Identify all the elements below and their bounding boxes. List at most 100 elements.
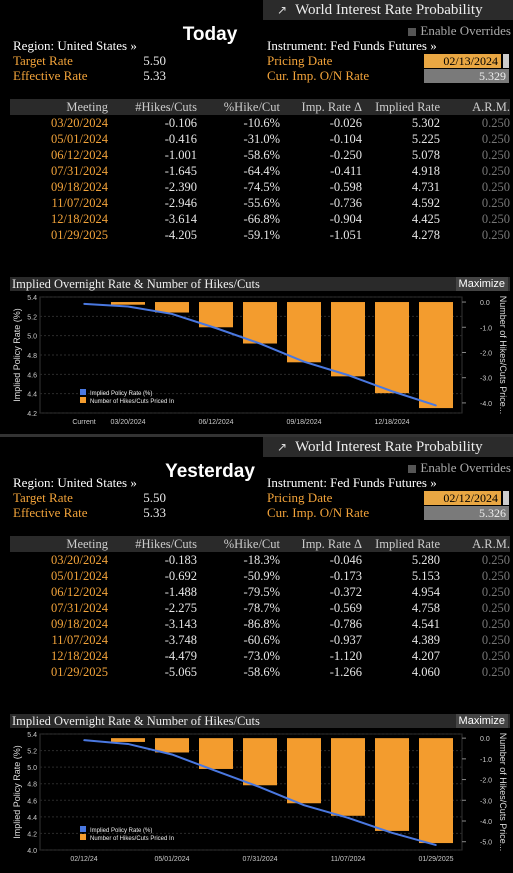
enable-overrides-checkbox[interactable]: Enable Overrides (408, 460, 511, 476)
table-cell: 03/20/2024 (51, 552, 108, 567)
table-row[interactable]: 09/18/2024 -2.390 -74.5% -0.598 4.731 0.250 (10, 179, 510, 195)
table-cell: -0.416 (164, 131, 197, 146)
y-tick-right: -2.0 (480, 778, 492, 785)
column-header[interactable]: Implied Rate (362, 536, 440, 552)
y-tick-left: 4.4 (27, 392, 37, 399)
line-point (435, 844, 437, 846)
y-tick-left: 4.4 (27, 815, 37, 822)
table-cell: -0.250 (329, 147, 362, 162)
table-cell: 0.250 (481, 664, 510, 679)
table-cell: -1.051 (329, 227, 362, 242)
x-tick-label: 06/12/2024 (198, 419, 233, 426)
y-tick-left: 5.4 (27, 295, 37, 302)
column-header[interactable]: Implied Rate (362, 99, 440, 115)
column-header[interactable]: Imp. Rate Δ (280, 536, 362, 552)
bar-mark (331, 738, 365, 816)
meetings-table: Meeting #Hikes/Cuts %Hike/Cut Imp. Rate Δ Im… (10, 99, 510, 243)
date-spinner-icon[interactable] (503, 54, 509, 68)
table-row[interactable]: 11/07/2024 -2.946 -55.6% -0.736 4.592 0.250 (10, 195, 510, 211)
table-row[interactable]: 11/07/2024 -3.748 -60.6% -0.937 4.389 0.250 (10, 632, 510, 648)
table-row[interactable]: 05/01/2024 -0.416 -31.0% -0.104 5.225 0.250 (10, 131, 510, 147)
pricing-date-input[interactable]: 02/13/2024 (424, 54, 509, 68)
checkbox-icon[interactable] (408, 465, 417, 474)
table-cell: 0.250 (481, 568, 510, 583)
column-header[interactable]: Meeting (10, 99, 108, 115)
window-titlebar[interactable]: ↗ World Interest Rate Probability (263, 437, 513, 457)
y-tick-left: 4.0 (27, 848, 37, 855)
table-cell: -0.026 (329, 115, 362, 130)
window-title: World Interest Rate Probability (295, 2, 483, 18)
table-row[interactable]: 03/20/2024 -0.183 -18.3% -0.046 5.280 0.250 (10, 552, 510, 568)
window-titlebar[interactable]: ↗ World Interest Rate Probability (263, 0, 513, 20)
table-row[interactable]: 07/31/2024 -1.645 -64.4% -0.411 4.918 0.250 (10, 163, 510, 179)
column-header[interactable]: %Hike/Cut (197, 99, 280, 115)
on-rate-value: 5.329 (424, 69, 509, 83)
y-tick-right: -2.0 (480, 350, 492, 357)
x-tick-label: 09/18/2024 (286, 419, 321, 426)
table-row[interactable]: 01/29/2025 -5.065 -58.6% -1.266 4.060 0.250 (10, 664, 510, 680)
y-tick-right: -4.0 (480, 401, 492, 408)
table-row[interactable]: 01/29/2025 -4.205 -59.1% -1.051 4.278 0.250 (10, 227, 510, 243)
instrument-selector[interactable]: Instrument: Fed Funds Futures » (267, 475, 437, 490)
table-cell: -2.390 (164, 179, 197, 194)
column-header[interactable]: #Hikes/Cuts (108, 99, 197, 115)
table-cell: -0.904 (329, 211, 362, 226)
y-tick-left: 4.8 (27, 782, 37, 789)
table-cell: 0.250 (481, 147, 510, 162)
column-header[interactable]: A.R.M. (440, 99, 510, 115)
day-label: Today (182, 24, 238, 45)
table-row[interactable]: 12/18/2024 -3.614 -66.8% -0.904 4.425 0.250 (10, 211, 510, 227)
table-row[interactable]: 06/12/2024 -1.001 -58.6% -0.250 5.078 0.250 (10, 147, 510, 163)
bar-mark (199, 302, 233, 328)
enable-overrides-checkbox[interactable]: Enable Overrides (408, 23, 511, 39)
instrument-selector[interactable]: Instrument: Fed Funds Futures » (267, 38, 437, 53)
maximize-button[interactable]: Maximize (455, 714, 508, 728)
effective-rate-label: Effective Rate (13, 505, 88, 520)
table-cell: 06/12/2024 (51, 584, 108, 599)
table-cell: -4.479 (164, 648, 197, 663)
table-cell: -10.6% (243, 115, 280, 130)
table-row[interactable]: 09/18/2024 -3.143 -86.8% -0.786 4.541 0.250 (10, 616, 510, 632)
table-cell: -64.4% (243, 163, 280, 178)
y-tick-right: -4.0 (480, 819, 492, 826)
external-link-icon[interactable]: ↗ (277, 440, 288, 454)
column-header[interactable]: Meeting (10, 536, 108, 552)
enable-overrides-label: Enable Overrides (420, 23, 511, 38)
column-header[interactable]: %Hike/Cut (197, 536, 280, 552)
table-cell: -3.143 (164, 616, 197, 631)
table-row[interactable]: 05/01/2024 -0.692 -50.9% -0.173 5.153 0.250 (10, 568, 510, 584)
table-cell: 4.425 (411, 211, 440, 226)
table-row[interactable]: 12/18/2024 -4.479 -73.0% -1.120 4.207 0.250 (10, 648, 510, 664)
checkbox-icon[interactable] (408, 28, 417, 37)
table-row[interactable]: 07/31/2024 -2.275 -78.7% -0.569 4.758 0.250 (10, 600, 510, 616)
column-header[interactable]: A.R.M. (440, 536, 510, 552)
table-cell: 03/20/2024 (51, 115, 108, 130)
line-point (171, 753, 173, 756)
region-selector[interactable]: Region: United States » (13, 38, 137, 53)
table-row[interactable]: 03/20/2024 -0.106 -10.6% -0.026 5.302 0.250 (10, 115, 510, 131)
table-cell: -1.266 (329, 664, 362, 679)
y-tick-right: -1.0 (480, 757, 492, 764)
table-cell: -0.736 (329, 195, 362, 210)
date-spinner-icon[interactable] (503, 491, 509, 505)
table-row[interactable]: 06/12/2024 -1.488 -79.5% -0.372 4.954 0.250 (10, 584, 510, 600)
line-point (303, 804, 305, 806)
bar-mark (331, 302, 365, 377)
table-cell: -86.8% (243, 616, 280, 631)
maximize-button[interactable]: Maximize (455, 277, 508, 291)
external-link-icon[interactable]: ↗ (277, 3, 288, 17)
bar-mark (111, 302, 145, 305)
table-cell: -0.173 (329, 568, 362, 583)
table-cell: -5.065 (164, 664, 197, 679)
table-cell: 4.060 (411, 664, 440, 679)
chart-title-bar: Implied Overnight Rate & Number of Hikes… (10, 277, 510, 291)
column-header[interactable]: Imp. Rate Δ (280, 99, 362, 115)
bar-mark (155, 302, 189, 313)
region-selector[interactable]: Region: United States » (13, 475, 137, 490)
legend-label-line: Implied Policy Rate (%) (90, 391, 152, 397)
enable-overrides-label: Enable Overrides (420, 460, 511, 475)
table-cell: -31.0% (243, 131, 280, 146)
y-tick-right: -3.0 (480, 798, 492, 805)
pricing-date-input[interactable]: 02/12/2024 (424, 491, 509, 505)
column-header[interactable]: #Hikes/Cuts (108, 536, 197, 552)
